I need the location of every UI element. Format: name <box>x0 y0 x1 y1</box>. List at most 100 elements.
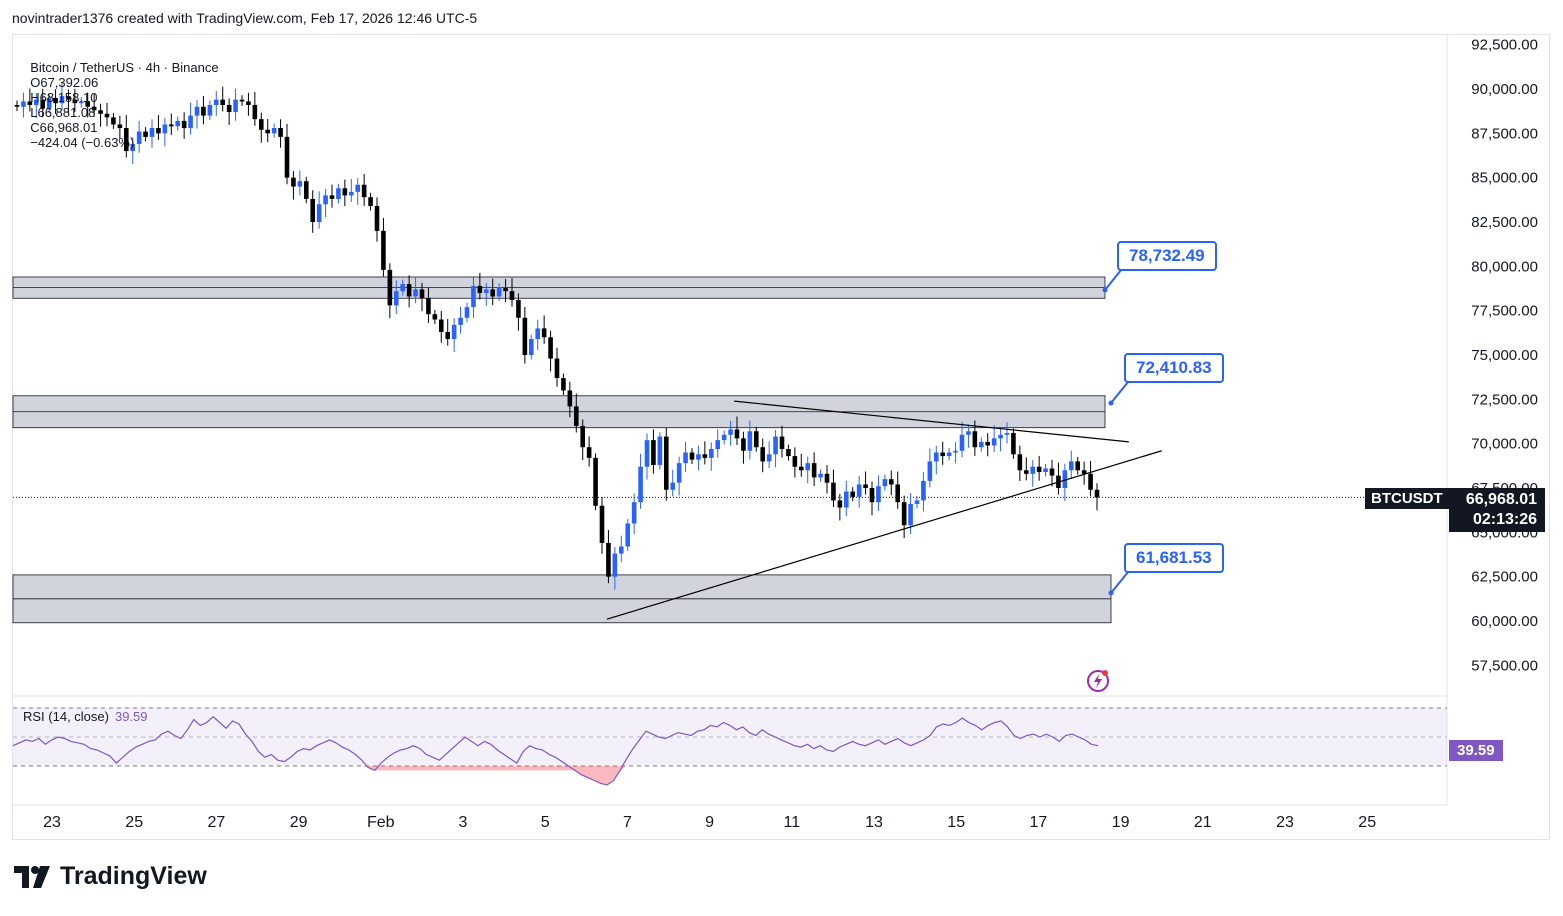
time-tick-label: 15 <box>947 814 965 831</box>
time-tick-label: 25 <box>125 814 143 831</box>
candle-body <box>59 96 65 104</box>
candle-body <box>1081 470 1087 474</box>
candle-body <box>33 99 39 105</box>
tradingview-logo[interactable]: TradingView <box>14 862 207 891</box>
price-tick-label: 75,000.00 <box>1471 347 1538 364</box>
candle-body <box>959 434 965 451</box>
candle-body <box>946 452 952 457</box>
candle-body <box>220 99 226 105</box>
time-tick-label: 5 <box>541 814 550 831</box>
chart-author-header: novintrader1376 created with TradingView… <box>12 10 478 26</box>
candle-body <box>374 206 380 231</box>
candle-body <box>400 284 406 292</box>
candle-body <box>638 466 643 503</box>
price-tick-label: 60,000.00 <box>1471 613 1538 630</box>
candle-body <box>336 188 341 199</box>
candle-body <box>271 128 277 134</box>
price-tick-label: 57,500.00 <box>1471 657 1538 674</box>
candle-body <box>413 289 418 297</box>
candle-body <box>361 184 367 198</box>
price-callout-upper[interactable]: 78,732.49 <box>1117 241 1217 271</box>
candle-body <box>998 434 1003 439</box>
candle-body <box>464 307 470 318</box>
candle-body <box>779 436 785 449</box>
candle-body <box>741 438 746 451</box>
candle-body <box>1088 473 1093 490</box>
candle-body <box>143 131 148 137</box>
candle-body <box>528 339 534 355</box>
candle-body <box>303 181 309 199</box>
candle-body <box>831 482 836 501</box>
candle-body <box>593 457 598 506</box>
candle-body <box>477 285 483 293</box>
candle-body <box>927 461 933 481</box>
candle-body <box>599 505 605 543</box>
candle-body <box>483 289 489 293</box>
candlestick-series <box>14 83 1100 590</box>
candle-body <box>933 452 939 462</box>
candle-body <box>1068 461 1074 471</box>
candle-body <box>708 448 714 458</box>
candle-body <box>895 484 901 503</box>
candle-body <box>175 120 181 127</box>
candle-body <box>117 124 123 129</box>
candle-body <box>978 441 984 448</box>
candle-body <box>438 319 444 332</box>
time-tick-label: 17 <box>1030 814 1048 831</box>
candle-body <box>1004 433 1010 435</box>
candle-body <box>1049 468 1055 476</box>
rsi-legend[interactable]: RSI (14, close) 39.59 <box>23 709 148 724</box>
price-callout-middle[interactable]: 72,410.83 <box>1124 353 1224 383</box>
candle-body <box>104 113 110 118</box>
candle-body <box>644 440 650 467</box>
candle-body <box>265 129 271 134</box>
candle-body <box>310 198 316 222</box>
symbol-title[interactable]: Bitcoin / TetherUS · 4h · Binance <box>30 60 219 75</box>
candle-body <box>696 454 701 460</box>
candle-body <box>548 337 553 359</box>
lightning-alert-icon[interactable] <box>1086 668 1110 692</box>
candle-body <box>509 291 515 301</box>
candle-body <box>554 358 560 379</box>
trendlines <box>606 400 1162 620</box>
candle-body <box>901 502 907 526</box>
candle-body <box>348 191 354 196</box>
chart-frame <box>12 34 1550 840</box>
candle-body <box>1075 461 1081 471</box>
candle-body <box>40 99 46 109</box>
candle-body <box>753 431 759 448</box>
candle-body <box>586 447 592 458</box>
candle-body <box>85 101 91 107</box>
rsi-label: RSI (14, close) <box>23 709 109 724</box>
candle-body <box>387 269 393 306</box>
candle-body <box>612 553 618 577</box>
price-tick-label: 85,000.00 <box>1471 170 1538 187</box>
candle-body <box>766 454 772 462</box>
candle-body <box>355 184 361 192</box>
candle-body <box>728 429 733 435</box>
rsi-line <box>12 715 1099 786</box>
candle-body <box>914 500 920 504</box>
candle-body <box>1030 466 1036 474</box>
callout-pointers <box>1102 269 1129 596</box>
candle-body <box>406 284 412 297</box>
candle-body <box>252 104 258 120</box>
candle-body <box>991 438 997 446</box>
price-callout-lower[interactable]: 61,681.53 <box>1124 543 1224 573</box>
bar-countdown: 02:13:26 <box>1472 511 1537 528</box>
candle-body <box>663 436 669 490</box>
candle-body <box>773 436 778 455</box>
candle-body <box>14 104 20 107</box>
legend-low: L66,881.08 <box>30 105 96 120</box>
candle-body <box>573 406 579 426</box>
candle-body <box>342 188 348 196</box>
price-tick-label: 62,500.00 <box>1471 569 1538 586</box>
candle-body <box>1011 433 1016 455</box>
candle-body <box>985 441 991 446</box>
rsi-oversold-fill <box>361 766 627 785</box>
candle-body <box>850 491 856 497</box>
candle-body <box>882 479 888 487</box>
time-tick-label: 27 <box>208 814 226 831</box>
candle-body <box>618 546 624 554</box>
